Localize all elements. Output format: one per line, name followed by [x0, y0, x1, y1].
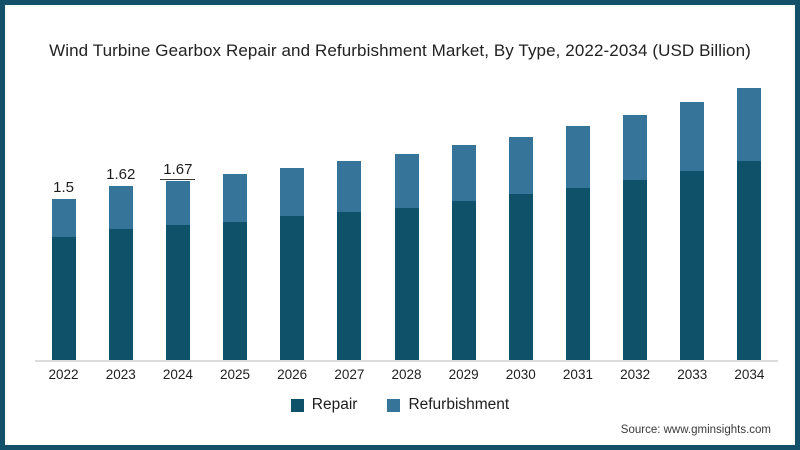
- refurbishment-segment-2023: [108, 186, 133, 230]
- refurbishment-segment-2024: [165, 180, 190, 226]
- refurbishment-segment-2026: [280, 167, 305, 217]
- repair-segment-2024: [165, 225, 190, 361]
- refurbishment-segment-2033: [680, 102, 705, 172]
- chart-title: Wind Turbine Gearbox Repair and Refurbis…: [49, 41, 751, 60]
- x-tick-label-2023: 2023: [105, 367, 136, 382]
- x-tick-label-2031: 2031: [562, 367, 593, 382]
- x-tick-label-2033: 2033: [677, 367, 708, 382]
- x-tick-label-2024: 2024: [162, 367, 193, 382]
- repair-segment-2031: [565, 188, 590, 361]
- x-tick-label-2029: 2029: [448, 367, 479, 382]
- repair-segment-2029: [451, 201, 476, 361]
- repair-segment-2028: [394, 207, 419, 361]
- refurbishment-segment-2022: [51, 199, 76, 237]
- x-axis-line: [35, 360, 778, 362]
- refurbishment-segment-2029: [451, 145, 476, 202]
- repair-segment-2022: [51, 236, 76, 361]
- data-label-2024: 1.67: [148, 161, 208, 180]
- refurbishment-segment-2027: [337, 161, 362, 213]
- x-tick-label-2027: 2027: [334, 367, 365, 382]
- repair-segment-2027: [337, 212, 362, 361]
- refurbishment-segment-2025: [223, 174, 248, 222]
- x-tick-label-2025: 2025: [220, 367, 251, 382]
- refurbishment-segment-2034: [737, 88, 762, 162]
- legend-swatch-refurbishment: [387, 398, 401, 412]
- x-tick-label-2034: 2034: [734, 367, 765, 382]
- repair-segment-2030: [508, 193, 533, 361]
- repair-segment-2026: [280, 216, 305, 361]
- refurbishment-segment-2031: [565, 125, 590, 189]
- repair-segment-2032: [623, 179, 648, 361]
- refurbishment-segment-2028: [394, 153, 419, 208]
- legend-label-refurbishment: Refurbishment: [408, 396, 510, 413]
- x-tick-label-2026: 2026: [277, 367, 308, 382]
- data-label-2023: 1.62: [106, 166, 136, 184]
- repair-segment-2033: [680, 171, 705, 361]
- refurbishment-segment-2032: [623, 115, 648, 180]
- x-tick-label-2028: 2028: [391, 367, 422, 382]
- legend: Repair Refurbishment: [5, 396, 795, 414]
- legend-item-repair: Repair: [290, 396, 358, 414]
- plot-area: 2022 2023 2024 2025 2026 2027 2028 2029 2030 2031…: [5, 5, 795, 445]
- legend-swatch-repair: [290, 398, 304, 412]
- data-label-2022: 1.5: [53, 179, 74, 197]
- repair-segment-2023: [108, 229, 133, 361]
- repair-segment-2034: [737, 161, 762, 361]
- x-tick-label-2032: 2032: [620, 367, 651, 382]
- source-text: Source: www.gminsights.com: [620, 424, 771, 436]
- x-tick-label-2030: 2030: [505, 367, 536, 382]
- legend-item-refurbishment: Refurbishment: [387, 396, 509, 414]
- repair-segment-2025: [223, 221, 248, 361]
- x-tick-label-2022: 2022: [48, 367, 79, 382]
- refurbishment-segment-2030: [508, 136, 533, 194]
- legend-label-repair: Repair: [311, 396, 358, 413]
